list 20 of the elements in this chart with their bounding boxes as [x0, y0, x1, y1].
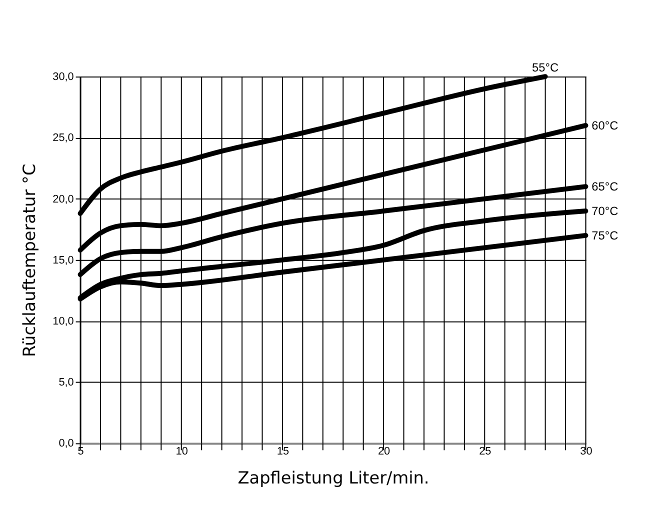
y-tick-label: 10,0 [52, 315, 74, 328]
series-label: 65°C [592, 180, 619, 194]
y-tick-label: 0,0 [58, 438, 74, 450]
y-axis-title: Rücklauftemperatur °C [18, 164, 39, 357]
y-tick-label: 20,0 [52, 193, 74, 206]
x-tick-label: 15 [276, 446, 290, 458]
y-tick-label: 30,0 [52, 71, 74, 84]
y-tick-label: 15,0 [52, 254, 74, 266]
x-tick-label: 25 [479, 446, 492, 458]
y-tick-label: 25,0 [52, 132, 74, 144]
series-label: 75°C [592, 228, 619, 242]
series-label: 55°C [532, 60, 559, 75]
x-tick-label: 30 [580, 446, 592, 458]
series-label: 60°C [592, 118, 619, 132]
y-tick-label: 5,0 [58, 376, 74, 389]
x-tick-label: 20 [378, 446, 390, 458]
series-label: 70°C [592, 204, 619, 218]
x-tick-label: 5 [78, 446, 84, 458]
x-axis-title: Zapfleistung Liter/min. [238, 467, 430, 488]
x-tick-label: 10 [176, 446, 188, 458]
